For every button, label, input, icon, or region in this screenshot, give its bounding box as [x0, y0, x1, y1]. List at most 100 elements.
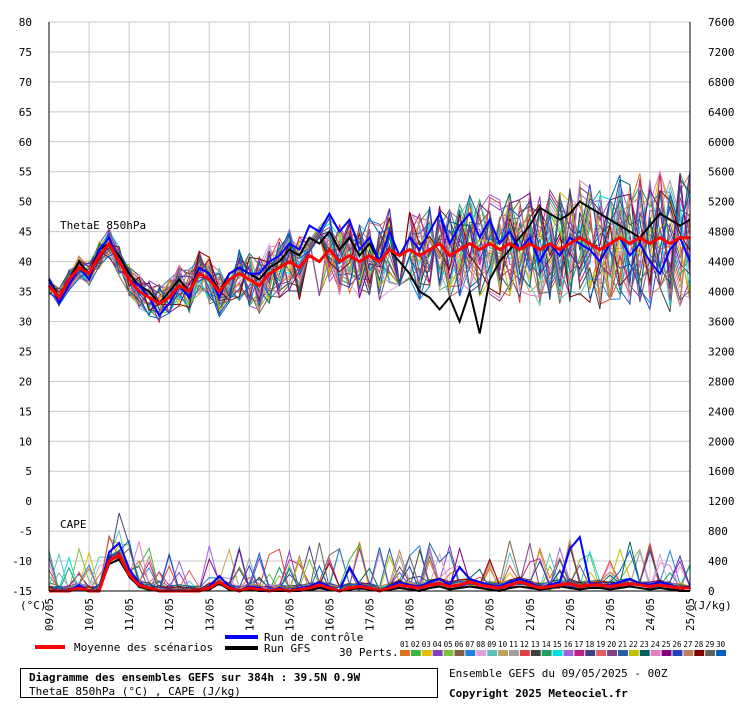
pert-number: 23 [640, 640, 649, 649]
pert-swatch [661, 650, 672, 656]
legend-mean-label: Moyenne des scénarios [74, 641, 213, 654]
x-tick-label: 20/05 [484, 598, 497, 631]
pert-number: 03 [422, 640, 431, 649]
y-tick-left: 70 [19, 76, 32, 89]
pert-number: 13 [531, 640, 540, 649]
pert-number: 18 [585, 640, 595, 649]
y-tick-left: -10 [12, 555, 32, 568]
copyright: Copyright 2025 Meteociel.fr [449, 687, 628, 700]
pert-swatch [530, 650, 541, 656]
series-line-thetae-2 [48, 200, 691, 334]
main-series [47, 200, 691, 593]
y-tick-left: 45 [19, 226, 32, 239]
perturbation-line-thetae [48, 196, 691, 318]
x-tick-label: 23/05 [604, 598, 617, 631]
y-tick-right: 5200 [708, 196, 735, 209]
pert-swatch [716, 650, 726, 656]
pert-number: 15 [553, 640, 562, 649]
y-tick-left: 20 [19, 375, 32, 388]
pert-swatch [705, 650, 716, 656]
pert-swatch [465, 650, 476, 656]
y-tick-right: 3600 [708, 315, 735, 328]
x-tick-label: 15/05 [283, 598, 296, 631]
pert-number: 02 [411, 640, 420, 649]
pert-swatch [509, 650, 519, 656]
x-tick-label: 10/05 [83, 598, 96, 631]
pert-swatch [639, 650, 650, 656]
pert-number: 08 [476, 640, 486, 649]
y-tick-left: -15 [12, 585, 32, 598]
pert-swatch [574, 650, 585, 656]
pert-number: 06 [455, 640, 465, 649]
y-tick-right: 800 [708, 525, 728, 538]
pert-swatch [585, 650, 596, 656]
series-line-cape-0 [49, 552, 690, 593]
right-unit-label: (J/kg) [692, 599, 732, 612]
y-tick-left: 35 [19, 286, 32, 299]
y-tick-right: 4400 [708, 256, 735, 269]
pert-number: 20 [607, 640, 617, 649]
pert-swatch [519, 650, 530, 656]
series-line-thetae-0 [47, 235, 690, 306]
panel-label-thetae: ThetaE 850hPa [60, 219, 146, 232]
x-tick-label: 18/05 [404, 598, 417, 631]
pert-number: 01 [400, 640, 409, 649]
y-tick-right: 6000 [708, 136, 735, 149]
pert-swatch [650, 650, 661, 656]
pert-swatch [552, 650, 563, 656]
pert-number: 25 [662, 640, 671, 649]
x-tick-label: 21/05 [524, 598, 537, 631]
y-tick-left: 40 [19, 256, 32, 269]
legend: Moyenne des scénarios Run de contrôle Ru… [35, 631, 726, 659]
y-tick-right: 2000 [708, 435, 735, 448]
pert-number: 21 [618, 640, 627, 649]
pert-swatch [628, 650, 639, 656]
y-tick-left: 75 [19, 46, 32, 59]
y-tick-right: 1600 [708, 465, 735, 478]
pert-swatch [596, 650, 607, 656]
y-tick-left: 50 [19, 196, 32, 209]
perturbation-line-thetae [48, 189, 691, 312]
pert-number: 16 [564, 640, 574, 649]
perturbation-line-thetae [48, 192, 691, 312]
y-tick-right: 2800 [708, 375, 735, 388]
y-tick-right: 400 [708, 555, 728, 568]
pert-swatch [541, 650, 552, 656]
pert-swatch [498, 650, 508, 656]
pert-swatch [410, 650, 421, 656]
perturbation-line-thetae [48, 174, 691, 320]
y-tick-right: 2400 [708, 405, 735, 418]
y-tick-right: 0 [708, 585, 715, 598]
legend-control-label: Run de contrôle [264, 631, 363, 644]
x-tick-label: 24/05 [644, 598, 657, 631]
y-tick-right: 4800 [708, 226, 735, 239]
y-tick-left: 25 [19, 345, 32, 358]
chart-title-box: Diagramme des ensembles GEFS sur 384h : … [20, 668, 438, 698]
y-tick-right: 7200 [708, 46, 735, 59]
y-tick-right: 1200 [708, 495, 735, 508]
pert-swatch [432, 650, 443, 656]
y-tick-right: 3200 [708, 345, 735, 358]
pert-number: 24 [651, 640, 661, 649]
x-tick-label: 12/05 [163, 598, 176, 631]
y-tick-left: 65 [19, 106, 32, 119]
x-tick-label: 22/05 [564, 598, 577, 631]
pert-number: 05 [444, 640, 453, 649]
pert-swatch [694, 650, 705, 656]
pert-number: 10 [498, 640, 508, 649]
pert-number: 30 [716, 640, 726, 649]
perturbation-line-thetae [48, 186, 691, 315]
pert-swatch [443, 650, 454, 656]
y-tick-left: 10 [19, 435, 32, 448]
pert-number: 12 [520, 640, 529, 649]
y-tick-right: 5600 [708, 166, 735, 179]
pert-number: 22 [629, 640, 638, 649]
perturbation-legend: 01 02 03 04 05 06 07 08 09 10 11 12 13 14 15 16 17 18 19 20… [400, 640, 726, 656]
x-tick-label: 19/05 [444, 598, 457, 631]
y-tick-left: 80 [19, 16, 32, 29]
pert-number: 17 [574, 640, 583, 649]
pert-number: 14 [542, 640, 552, 649]
ensemble-info-box: Ensemble GEFS du 09/05/2025 - 00Z Copyri… [449, 664, 668, 704]
